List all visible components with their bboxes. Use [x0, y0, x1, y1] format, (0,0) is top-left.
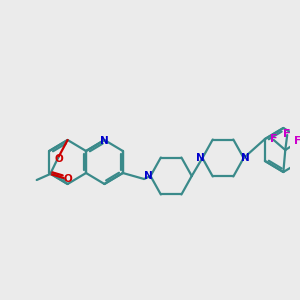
Text: N: N	[100, 136, 109, 146]
Text: N: N	[144, 171, 153, 181]
Text: O: O	[55, 154, 63, 164]
Text: N: N	[241, 153, 250, 163]
Text: F: F	[294, 136, 300, 146]
Text: F: F	[284, 129, 291, 139]
Text: O: O	[63, 174, 72, 184]
Text: F: F	[270, 134, 278, 144]
Text: N: N	[196, 153, 205, 163]
